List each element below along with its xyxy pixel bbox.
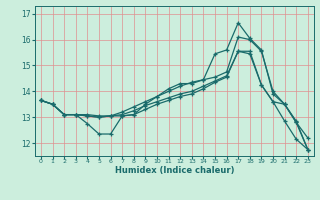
- X-axis label: Humidex (Indice chaleur): Humidex (Indice chaleur): [115, 166, 234, 175]
